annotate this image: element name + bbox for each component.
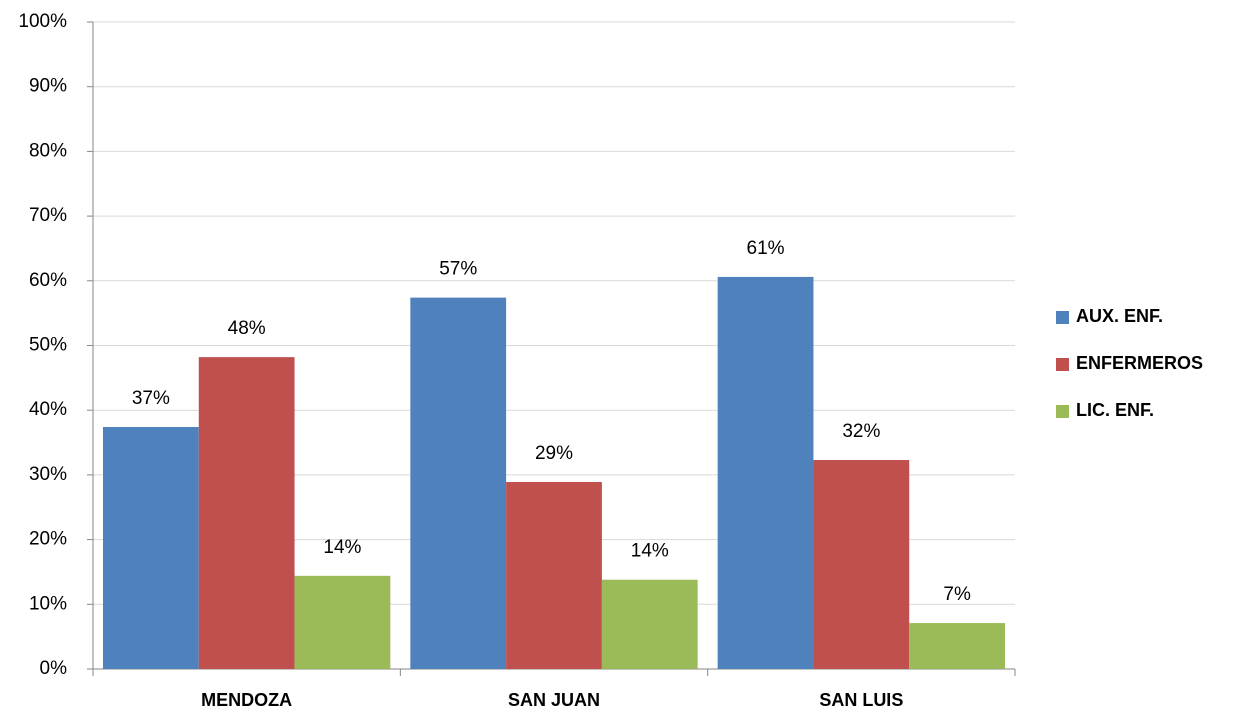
x-tick-label: MENDOZA [201,690,292,710]
value-label: 14% [631,541,669,562]
legend-swatch [1056,311,1069,324]
y-tick-label: 30% [29,464,67,485]
bar [506,482,602,669]
y-tick-label: 90% [29,76,67,97]
y-tick-label: 50% [29,335,67,356]
value-label: 48% [228,318,266,339]
legend-swatch [1056,358,1069,371]
x-tick-label: SAN LUIS [819,690,903,710]
bar [294,575,391,669]
y-tick-label: 20% [29,529,67,550]
y-tick-label: 70% [29,205,67,226]
value-label: 29% [535,443,573,464]
value-label: 32% [842,421,880,442]
legend-swatch [1056,405,1069,418]
bar [410,297,507,669]
value-label: 14% [323,537,361,558]
y-tick-label: 80% [29,140,67,161]
legend-label: LIC. ENF. [1076,400,1154,420]
bar [813,460,910,669]
y-tick-label: 0% [40,658,68,679]
bar [909,623,1005,669]
y-tick-label: 60% [29,270,67,291]
legend-label: ENFERMEROS [1076,353,1203,373]
x-tick-label: SAN JUAN [508,690,600,710]
y-tick-label: 100% [18,11,67,32]
value-label: 61% [747,238,785,259]
value-label: 57% [439,259,477,280]
bar [103,427,199,669]
bar [601,579,698,669]
value-label: 7% [943,584,971,605]
legend-label: AUX. ENF. [1076,306,1163,326]
bar [717,276,814,669]
value-label: 37% [132,388,170,409]
y-tick-label: 10% [29,593,67,614]
bar [198,357,295,669]
y-tick-label: 40% [29,399,67,420]
